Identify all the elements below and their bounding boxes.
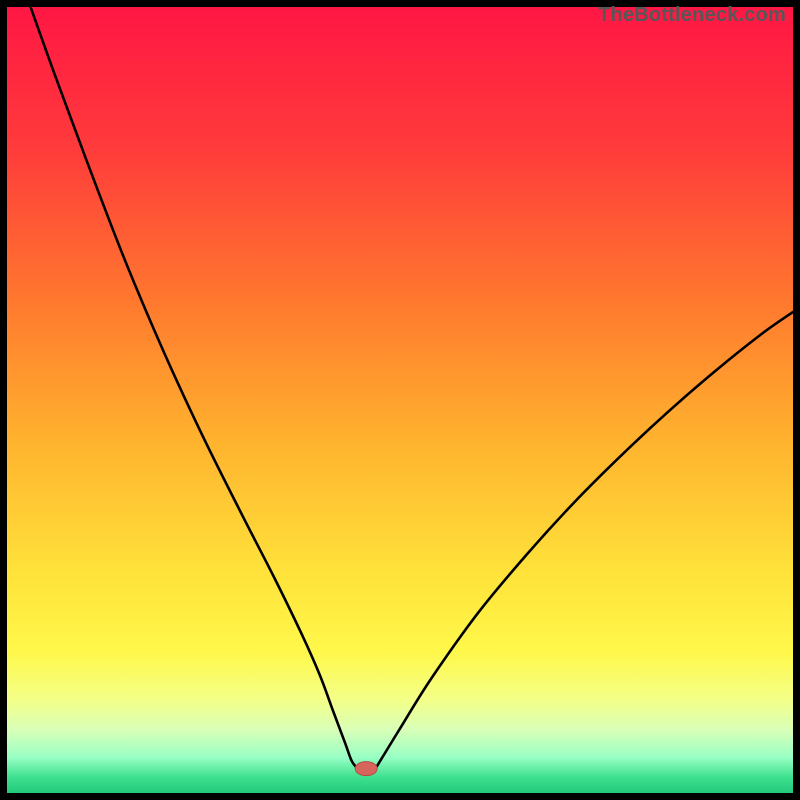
bottleneck-chart [0,0,800,800]
chart-container: TheBottleneck.com [0,0,800,800]
plot-background [7,7,793,793]
optimal-point-marker [355,762,377,776]
watermark-text: TheBottleneck.com [598,4,786,27]
